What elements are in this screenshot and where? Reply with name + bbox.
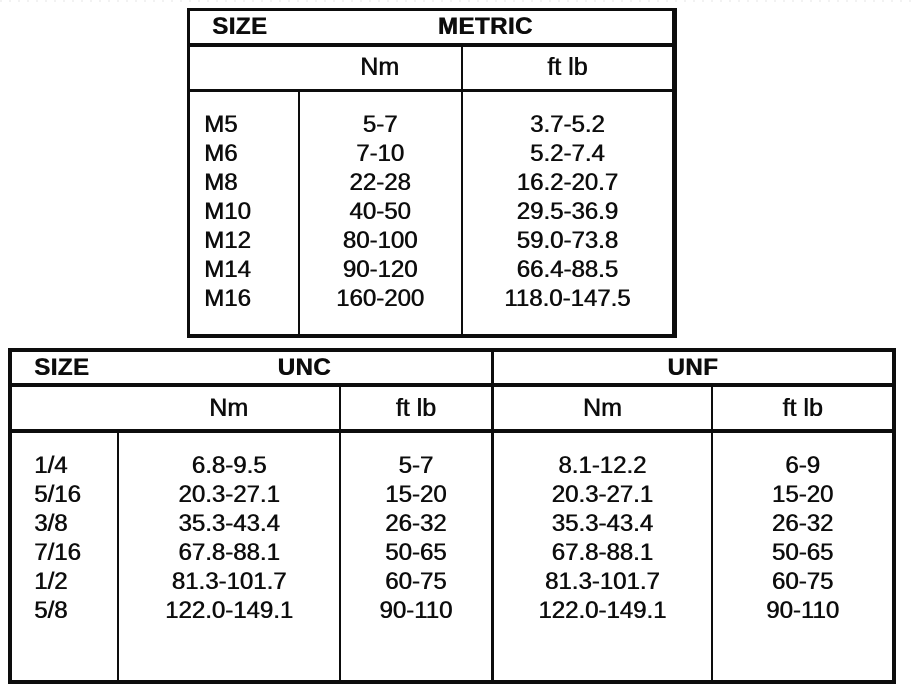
metric-nm-cell: 90-120 — [297, 255, 462, 285]
spacer-row — [10, 625, 894, 682]
table-row: M16 160-200 118.0-147.5 — [189, 284, 675, 314]
table-row: 3/8 35.3-43.4 26-32 35.3-43.4 26-32 — [10, 509, 894, 538]
table-row: M10 40-50 29.5-36.9 — [189, 197, 675, 227]
metric-unit-row: Nm ft lb — [188, 44, 675, 92]
spacer-row — [189, 90, 675, 111]
unf-nm-cell: 35.3-43.4 — [490, 509, 712, 538]
table-row: M12 80-100 59.0-73.8 — [189, 226, 675, 256]
inch-size-cell: 3/8 — [34, 509, 68, 537]
inch-torque-table: SIZE UNC UNF Nm ft lb Nm ft lb 1/4 6.8-9… — [8, 348, 896, 684]
unc-nm-cell: 67.8-88.1 — [117, 538, 340, 567]
unf-ftlb-cell: 50-65 — [711, 538, 894, 567]
metric-size-header: SIZE — [188, 9, 299, 47]
unf-nm-cell: 81.3-101.7 — [490, 567, 712, 596]
metric-nm-unit-header: Nm — [298, 44, 462, 92]
unc-nm-cell: 35.3-43.4 — [117, 509, 340, 538]
unc-nm-cell: 122.0-149.1 — [117, 596, 340, 625]
unc-nm-cell: 20.3-27.1 — [117, 480, 340, 509]
inch-size-cell: 5/16 — [34, 480, 81, 508]
inch-size-cell: 1/4 — [34, 451, 68, 479]
metric-torque-table: SIZE METRIC Nm ft lb M5 5-7 3.7-5.2 M6 7… — [187, 8, 677, 338]
table-row: M6 7-10 5.2-7.4 — [189, 139, 675, 169]
inch-size-cell: 1/2 — [34, 567, 68, 595]
inch-unit-spacer — [10, 385, 118, 433]
unc-ftlb-cell: 15-20 — [339, 480, 492, 509]
unf-group-header: UNF — [490, 350, 894, 387]
metric-nm-cell: 80-100 — [297, 226, 462, 256]
unc-ftlb-unit-header: ft lb — [339, 385, 492, 433]
unc-ftlb-cell: 60-75 — [339, 567, 492, 596]
unc-group-header: UNC — [118, 350, 492, 387]
table-row: M5 5-7 3.7-5.2 — [189, 110, 675, 140]
metric-ftlb-cell: 5.2-7.4 — [460, 139, 675, 169]
metric-ftlb-cell: 29.5-36.9 — [460, 197, 675, 227]
metric-size-cell: M6 — [204, 140, 238, 167]
metric-size-cell: M8 — [204, 169, 238, 196]
metric-group-header: METRIC — [298, 9, 675, 47]
metric-nm-cell: 160-200 — [297, 284, 462, 314]
metric-ftlb-cell: 66.4-88.5 — [460, 255, 675, 285]
metric-ftlb-unit-header: ft lb — [460, 44, 675, 92]
unc-ftlb-cell: 5-7 — [339, 451, 492, 480]
inch-size-cell: 7/16 — [34, 538, 81, 566]
metric-ftlb-cell: 3.7-5.2 — [460, 110, 675, 140]
unc-ftlb-cell: 26-32 — [339, 509, 492, 538]
unf-ftlb-unit-header: ft lb — [711, 385, 894, 433]
unf-ftlb-cell: 26-32 — [711, 509, 894, 538]
unc-nm-cell: 81.3-101.7 — [117, 567, 340, 596]
unc-ftlb-cell: 90-110 — [339, 596, 492, 625]
metric-header-row: SIZE METRIC — [188, 9, 675, 47]
metric-ftlb-cell: 118.0-147.5 — [460, 284, 675, 314]
unf-ftlb-cell: 90-110 — [711, 596, 894, 625]
table-row: 1/2 81.3-101.7 60-75 81.3-101.7 60-75 — [10, 567, 894, 596]
unf-nm-unit-header: Nm — [490, 385, 712, 433]
table-row: 5/8 122.0-149.1 90-110 122.0-149.1 90-11… — [10, 596, 894, 625]
table-row: 5/16 20.3-27.1 15-20 20.3-27.1 15-20 — [10, 480, 894, 509]
inch-header-row: SIZE UNC UNF — [10, 350, 894, 387]
unc-nm-unit-header: Nm — [118, 385, 340, 433]
inch-size-header: SIZE — [10, 350, 118, 387]
table-row: 1/4 6.8-9.5 5-7 8.1-12.2 6-9 — [10, 451, 894, 480]
metric-size-cell: M14 — [204, 256, 251, 283]
metric-nm-cell: 5-7 — [297, 110, 462, 140]
inch-size-cell: 5/8 — [34, 596, 68, 624]
metric-size-cell: M5 — [204, 111, 238, 138]
unf-nm-cell: 8.1-12.2 — [490, 451, 712, 480]
metric-nm-cell: 22-28 — [297, 168, 462, 198]
metric-size-cell: M12 — [204, 227, 251, 254]
metric-ftlb-cell: 59.0-73.8 — [460, 226, 675, 256]
metric-nm-cell: 7-10 — [297, 139, 462, 169]
table-row: 7/16 67.8-88.1 50-65 67.8-88.1 50-65 — [10, 538, 894, 567]
unc-ftlb-cell: 50-65 — [339, 538, 492, 567]
unf-ftlb-cell: 6-9 — [711, 451, 894, 480]
table-row: M14 90-120 66.4-88.5 — [189, 255, 675, 285]
metric-nm-cell: 40-50 — [297, 197, 462, 227]
spacer-row — [189, 313, 675, 336]
unf-nm-cell: 67.8-88.1 — [490, 538, 712, 567]
unf-ftlb-cell: 15-20 — [711, 480, 894, 509]
metric-ftlb-cell: 16.2-20.7 — [460, 168, 675, 198]
unf-nm-cell: 20.3-27.1 — [490, 480, 712, 509]
spacer-row — [10, 431, 894, 451]
unf-ftlb-cell: 60-75 — [711, 567, 894, 596]
metric-unit-spacer — [188, 44, 299, 92]
metric-size-cell: M16 — [204, 285, 251, 312]
metric-size-cell: M10 — [204, 198, 251, 225]
table-row: M8 22-28 16.2-20.7 — [189, 168, 675, 198]
inch-unit-row: Nm ft lb Nm ft lb — [10, 385, 894, 433]
unc-nm-cell: 6.8-9.5 — [117, 451, 340, 480]
unf-nm-cell: 122.0-149.1 — [490, 596, 712, 625]
